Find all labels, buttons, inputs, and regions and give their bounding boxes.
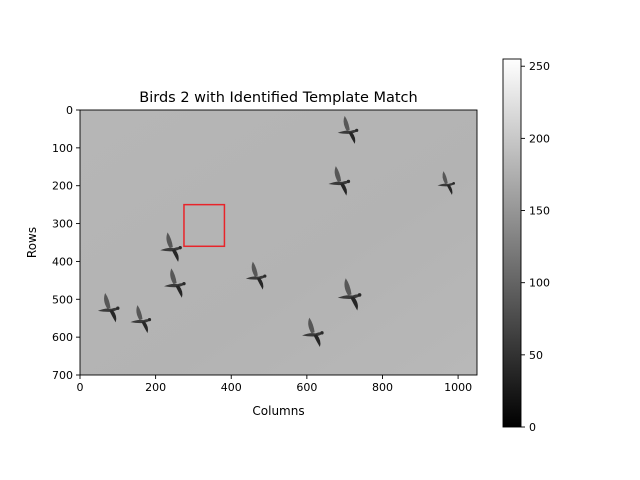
colorbar-tick-label: 250 bbox=[529, 60, 550, 73]
x-tick-label: 1000 bbox=[444, 381, 472, 394]
chart-title: Birds 2 with Identified Template Match bbox=[139, 90, 417, 106]
bird-silhouette bbox=[245, 261, 267, 290]
y-axis: 0 100 200 300 400 500 600 700 bbox=[52, 104, 80, 382]
y-tick-label: 700 bbox=[52, 369, 73, 382]
bird-silhouette bbox=[302, 317, 324, 348]
colorbar-tick-label: 50 bbox=[529, 349, 543, 362]
colorbar-ticks: 0 50 100 150 200 250 bbox=[521, 60, 550, 434]
y-tick-label: 100 bbox=[52, 142, 73, 155]
image-area bbox=[79, 109, 478, 376]
x-tick-label: 400 bbox=[221, 381, 242, 394]
bird-silhouette bbox=[130, 305, 152, 334]
y-tick-label: 500 bbox=[52, 293, 73, 306]
x-axis-label: Columns bbox=[252, 404, 304, 418]
colorbar-tick-label: 100 bbox=[529, 277, 550, 290]
birds-layer bbox=[97, 115, 456, 348]
colorbar: 0 50 100 150 200 250 bbox=[502, 58, 550, 434]
x-tick-label: 600 bbox=[296, 381, 317, 394]
bird-silhouette bbox=[164, 268, 186, 298]
bird-silhouette bbox=[328, 166, 351, 196]
image-background bbox=[80, 110, 477, 375]
y-tick-label: 600 bbox=[52, 331, 73, 344]
colorbar-gradient bbox=[503, 59, 521, 427]
template-match-box bbox=[183, 203, 226, 248]
x-tick-label: 0 bbox=[77, 381, 84, 394]
colorbar-frame bbox=[502, 58, 522, 428]
x-axis: 0 200 400 600 800 1000 bbox=[77, 375, 472, 394]
bird-silhouette bbox=[160, 232, 182, 262]
y-axis-label: Rows bbox=[25, 227, 39, 258]
y-tick-label: 200 bbox=[52, 180, 73, 193]
x-tick-label: 200 bbox=[145, 381, 166, 394]
bird-silhouette bbox=[337, 278, 362, 311]
colorbar-tick-label: 0 bbox=[529, 421, 536, 434]
plot-frame bbox=[79, 109, 478, 376]
colorbar-tick-label: 150 bbox=[529, 205, 550, 218]
y-tick-label: 0 bbox=[66, 104, 73, 117]
bird-silhouette bbox=[97, 293, 120, 323]
bird-silhouette bbox=[437, 171, 456, 195]
bird-silhouette bbox=[337, 115, 359, 144]
y-tick-label: 400 bbox=[52, 255, 73, 268]
colorbar-tick-label: 200 bbox=[529, 132, 550, 145]
y-tick-label: 300 bbox=[52, 218, 73, 231]
x-tick-label: 800 bbox=[372, 381, 393, 394]
